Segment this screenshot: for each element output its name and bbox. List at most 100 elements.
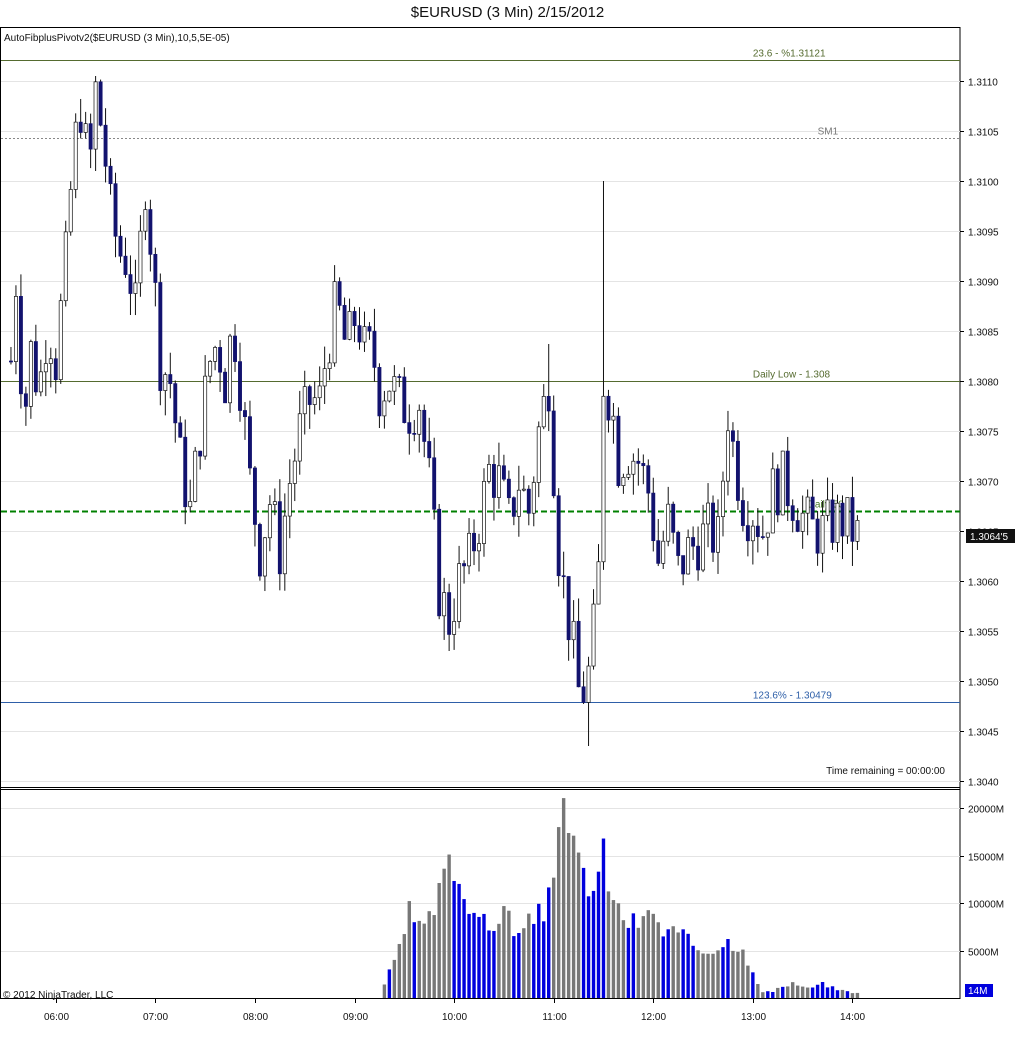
candle-body <box>716 516 720 553</box>
candle <box>108 158 113 195</box>
candles <box>9 76 860 746</box>
candle <box>43 340 48 397</box>
candle <box>457 545 462 629</box>
candle-body <box>521 488 526 491</box>
volume-bar <box>626 927 631 998</box>
candle-body <box>730 430 735 442</box>
candle <box>606 389 611 433</box>
candle-body <box>576 620 581 688</box>
volume-bar <box>696 950 700 998</box>
candle <box>63 220 68 307</box>
candle-body <box>586 665 591 703</box>
candle <box>447 583 452 651</box>
candle-body <box>108 165 113 185</box>
candle <box>676 530 681 566</box>
candle-body <box>208 361 213 377</box>
candle-body <box>397 376 402 378</box>
candle <box>840 495 845 560</box>
candle <box>721 471 725 537</box>
x-tick-label: 14:00 <box>840 1012 865 1023</box>
candle <box>750 520 755 565</box>
candle-body <box>282 515 287 575</box>
volume-bar <box>666 929 670 998</box>
volume-bar <box>487 930 491 998</box>
candle-body <box>820 515 825 554</box>
candle <box>501 454 506 482</box>
candle <box>148 199 153 272</box>
volume-bar <box>800 986 805 998</box>
candle <box>282 493 287 591</box>
candle <box>726 410 730 496</box>
volume-bar <box>771 991 775 998</box>
candle-body <box>347 311 352 340</box>
candle-body <box>98 81 103 126</box>
candle-body <box>402 376 407 423</box>
candle <box>118 225 123 263</box>
candle <box>83 111 88 139</box>
candle <box>342 297 347 340</box>
volume-bar <box>621 920 626 998</box>
volume-bar <box>761 992 765 998</box>
candle-body <box>262 537 267 577</box>
candle-body <box>158 282 163 391</box>
level-label-fib-123-6: 123.6% - 1.30479 <box>753 691 832 702</box>
candle <box>327 353 332 381</box>
candle <box>805 489 810 536</box>
candle <box>377 363 382 429</box>
volume-bar <box>701 953 705 998</box>
x-tick-label: 07:00 <box>143 1012 168 1023</box>
candle <box>701 504 706 573</box>
candle-body <box>626 473 631 478</box>
candle-body <box>452 621 457 635</box>
candle-body <box>357 325 362 343</box>
candle-body <box>143 209 148 232</box>
volume-bar <box>721 947 725 998</box>
volume-bar <box>561 798 566 998</box>
candle-body <box>536 426 541 483</box>
candle-body <box>477 543 481 552</box>
volume-bar <box>402 934 407 998</box>
candle-body <box>661 540 666 564</box>
volume-bar <box>661 936 665 998</box>
candle-body <box>372 330 377 368</box>
x-tick-label: 12:00 <box>641 1012 666 1023</box>
candle <box>228 333 232 413</box>
volume-bar <box>566 833 571 998</box>
candle-body <box>327 362 332 369</box>
candle <box>745 501 750 557</box>
candle <box>546 344 551 431</box>
candle-body <box>770 468 775 534</box>
candle-body <box>417 409 422 435</box>
candle-body <box>666 503 671 542</box>
candle <box>158 273 163 406</box>
candle-body <box>805 496 810 514</box>
volume-bar <box>616 903 621 998</box>
candle-body <box>487 464 491 482</box>
volume-bar <box>447 854 451 998</box>
volume-bar <box>581 867 586 998</box>
candle <box>671 501 676 544</box>
candle-body <box>183 436 188 508</box>
volume-bar <box>830 986 835 998</box>
candle <box>252 466 257 547</box>
candle-body <box>646 465 651 494</box>
candle <box>556 488 561 587</box>
candle-body <box>88 123 93 150</box>
candle-body <box>726 430 730 482</box>
candle <box>188 479 193 513</box>
volume-bar <box>457 883 461 998</box>
candle <box>193 446 198 503</box>
volume-bar <box>407 901 411 998</box>
volume-bar <box>482 913 486 998</box>
volume-bar <box>596 871 601 998</box>
candle <box>706 483 710 548</box>
candle-body <box>581 686 586 703</box>
volume-bar <box>656 922 660 998</box>
y-tick-label: 1.3095 <box>968 228 999 239</box>
candle-body <box>755 525 760 537</box>
volume-bar <box>551 877 556 998</box>
y-tick-label: 1.3075 <box>968 428 999 439</box>
candle <box>153 247 158 307</box>
